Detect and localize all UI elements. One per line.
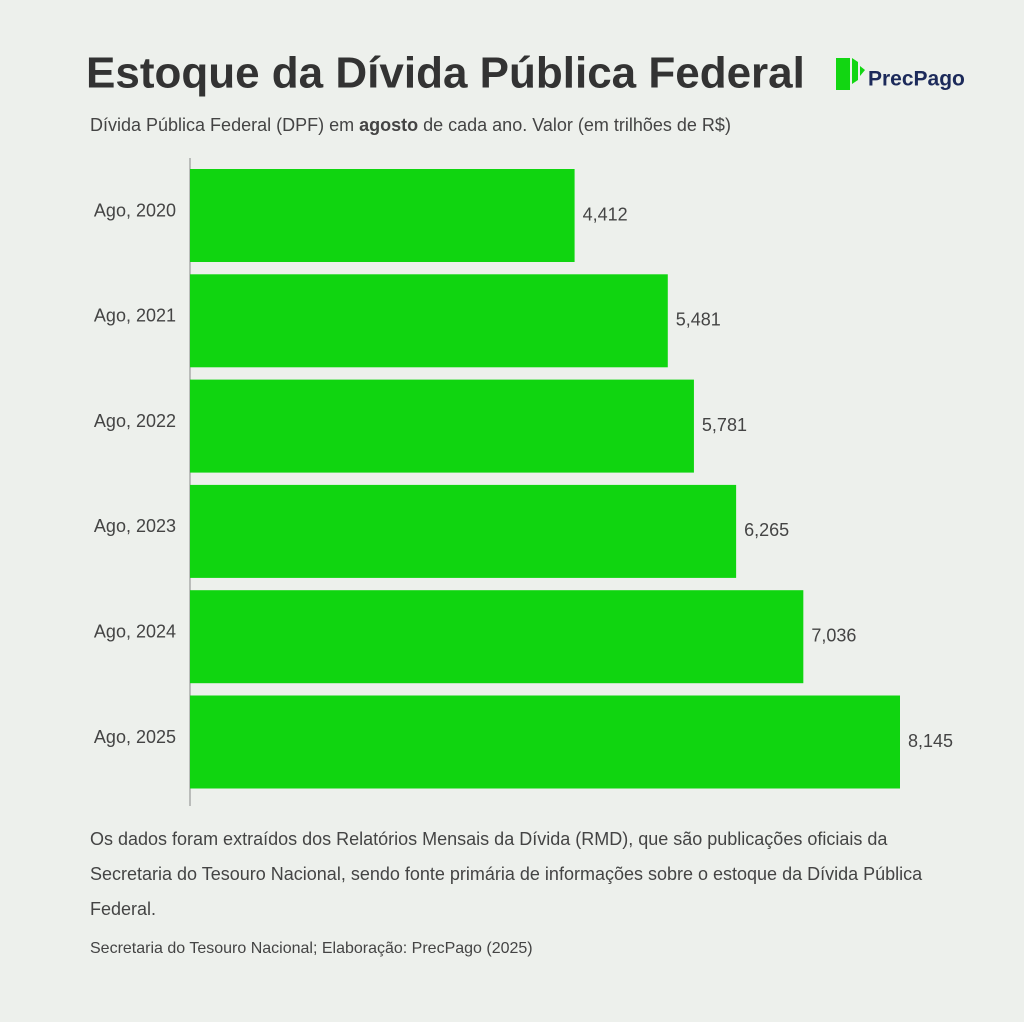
- data-label: 7,036: [811, 625, 856, 645]
- data-label: 8,145: [908, 731, 953, 751]
- subtitle: Dívida Pública Federal (DPF) em agosto d…: [90, 115, 731, 135]
- bar: [190, 695, 900, 789]
- bar: [190, 590, 804, 684]
- data-label: 6,265: [744, 520, 789, 540]
- data-label: 5,481: [676, 310, 721, 330]
- logo: PrecPago: [868, 68, 965, 91]
- subtitle-part: de cada ano. Valor (em trilhões de R$): [418, 115, 731, 135]
- y-tick-label: Ago, 2020: [94, 200, 176, 220]
- y-tick-label: Ago, 2021: [94, 306, 176, 326]
- data-label: 4,412: [583, 204, 628, 224]
- bar: [190, 484, 737, 578]
- note: Os dados foram extraídos dos Relatórios …: [90, 829, 923, 919]
- logo-icon: [836, 58, 865, 90]
- subtitle-part: Dívida Pública Federal (DPF) em: [90, 115, 359, 135]
- subtitle-part: agosto: [359, 115, 418, 135]
- data-label: 5,781: [702, 415, 747, 435]
- y-tick-label: Ago, 2025: [94, 727, 176, 747]
- bar: [190, 169, 575, 262]
- y-tick-label: Ago, 2022: [94, 411, 176, 431]
- bar: [190, 379, 694, 473]
- chart: Estoque da Dívida Pública Federal PrecPa…: [86, 49, 965, 806]
- chart-title: Estoque da Dívida Pública Federal: [86, 49, 805, 98]
- source: Secretaria do Tesouro Nacional; Elaboraç…: [90, 940, 533, 957]
- y-tick-label: Ago, 2024: [94, 621, 176, 641]
- y-tick-label: Ago, 2023: [94, 516, 176, 536]
- bar: [190, 274, 668, 368]
